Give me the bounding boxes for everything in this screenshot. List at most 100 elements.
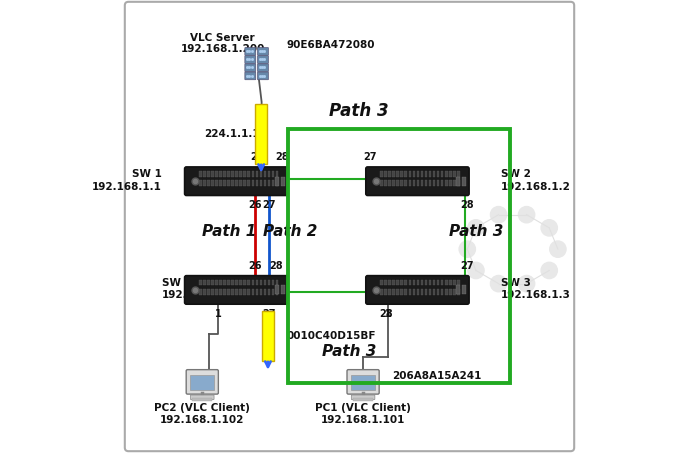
Text: 25: 25 — [250, 152, 264, 162]
Bar — [262, 312, 274, 361]
Bar — [445, 289, 447, 295]
Text: 26: 26 — [249, 200, 262, 211]
FancyBboxPatch shape — [245, 48, 256, 55]
Bar — [264, 289, 266, 295]
Bar — [456, 177, 461, 186]
Bar — [231, 280, 234, 285]
Bar — [259, 180, 262, 186]
Bar — [211, 180, 214, 186]
Text: Path 2: Path 2 — [264, 223, 318, 239]
Bar — [396, 180, 399, 186]
Bar — [433, 180, 435, 186]
Bar — [240, 289, 242, 295]
Bar — [207, 171, 210, 177]
Bar — [256, 289, 258, 295]
Bar — [389, 289, 391, 295]
Bar — [199, 280, 202, 285]
Bar — [252, 280, 254, 285]
Circle shape — [549, 241, 566, 257]
Bar — [380, 171, 383, 177]
Bar — [247, 280, 250, 285]
Text: 27: 27 — [262, 309, 275, 319]
Bar — [425, 171, 427, 177]
Bar — [268, 171, 271, 177]
Text: 192.168.1.1: 192.168.1.1 — [92, 182, 161, 192]
Bar — [453, 289, 456, 295]
Bar — [236, 289, 238, 295]
Bar — [380, 280, 383, 285]
Bar — [272, 171, 275, 177]
FancyBboxPatch shape — [191, 395, 214, 400]
Bar — [384, 171, 387, 177]
Circle shape — [519, 275, 535, 292]
Bar — [259, 171, 262, 177]
Bar — [223, 289, 226, 295]
Bar — [236, 180, 238, 186]
Bar — [240, 280, 242, 285]
Bar — [211, 171, 214, 177]
Circle shape — [541, 262, 557, 279]
Text: 27: 27 — [262, 200, 275, 211]
Bar — [199, 171, 202, 177]
Bar — [243, 280, 246, 285]
Bar — [453, 171, 456, 177]
Bar — [412, 171, 415, 177]
Bar — [252, 180, 254, 186]
Bar — [456, 285, 461, 294]
Text: Path 1: Path 1 — [202, 223, 257, 239]
Bar — [421, 280, 424, 285]
FancyBboxPatch shape — [257, 72, 268, 80]
Bar — [203, 289, 206, 295]
Text: 26: 26 — [249, 260, 262, 270]
Text: SW 4: SW 4 — [161, 278, 192, 288]
Bar — [457, 171, 460, 177]
Bar — [417, 171, 419, 177]
Bar — [351, 375, 375, 390]
Circle shape — [459, 241, 475, 257]
Bar — [437, 171, 440, 177]
Bar — [236, 280, 238, 285]
Bar — [396, 171, 399, 177]
Bar — [462, 177, 466, 186]
Bar — [428, 289, 431, 295]
Text: 1: 1 — [384, 309, 391, 319]
Bar — [264, 171, 266, 177]
Bar — [275, 171, 278, 177]
Bar — [437, 280, 440, 285]
Bar — [207, 289, 210, 295]
Bar — [396, 289, 399, 295]
Bar — [401, 280, 403, 285]
Bar — [425, 180, 427, 186]
Text: VLC Server
192.168.1.200: VLC Server 192.168.1.200 — [180, 33, 265, 54]
Bar — [275, 289, 278, 295]
Bar — [227, 289, 230, 295]
Bar — [453, 280, 456, 285]
Bar — [417, 180, 419, 186]
Bar — [433, 171, 435, 177]
Bar — [384, 289, 387, 295]
Bar — [389, 280, 391, 285]
Bar — [199, 180, 202, 186]
Bar — [252, 289, 254, 295]
Bar — [259, 289, 262, 295]
Circle shape — [519, 207, 535, 223]
Bar — [405, 180, 408, 186]
Bar — [275, 285, 280, 294]
Text: 28: 28 — [461, 200, 474, 211]
Circle shape — [468, 220, 484, 236]
Circle shape — [541, 220, 557, 236]
Bar — [425, 289, 427, 295]
Bar — [223, 180, 226, 186]
Bar — [247, 171, 250, 177]
Bar — [428, 280, 431, 285]
Bar — [380, 289, 383, 295]
Circle shape — [468, 262, 484, 279]
Text: SW 1: SW 1 — [131, 169, 161, 179]
Bar — [428, 180, 431, 186]
Bar — [428, 171, 431, 177]
Bar — [384, 180, 387, 186]
Text: 1: 1 — [215, 309, 222, 319]
Bar — [425, 280, 427, 285]
Bar — [457, 289, 460, 295]
Bar — [453, 180, 456, 186]
